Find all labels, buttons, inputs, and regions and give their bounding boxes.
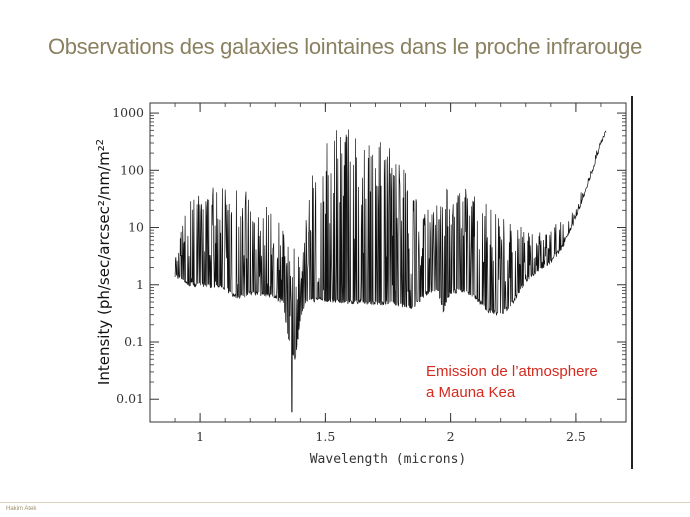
y-axis-label: Intensity (ph/sec/arcsec²/nm/m²2: [95, 139, 113, 385]
annotation-line-1: Emission de l’atmosphere: [426, 363, 598, 380]
vertical-rule: [631, 96, 633, 469]
y-tick-label: 0.1: [124, 334, 144, 349]
y-tick-label: 100: [120, 162, 144, 177]
x-tick-label: 2: [447, 429, 455, 444]
footer-author: Hakim Atek: [6, 506, 37, 512]
y-axis-ticks: 0.01 0.1 1 10 100 1000: [112, 105, 626, 406]
footer-rule: [0, 502, 690, 503]
x-axis-ticks: 1 1.5 2 2.5: [174, 103, 602, 444]
slide-title: Observations des galaxies lointaines dan…: [47, 34, 643, 59]
spectrum-layer: [174, 129, 607, 413]
x-tick-label: 1: [196, 429, 204, 444]
y-tick-label: 1: [136, 277, 144, 292]
y-tick-label: 0.01: [116, 391, 144, 406]
plot-frame: [149, 102, 627, 423]
x-axis-label: Wavelength (microns): [310, 452, 467, 467]
annotation-line-2: a Mauna Kea: [426, 384, 516, 401]
y-axis-label-exponent: 2: [95, 139, 106, 145]
y-tick-label: 10: [128, 220, 144, 235]
x-tick-label: 2.5: [566, 429, 586, 444]
x-tick-label: 1.5: [315, 429, 335, 444]
spectrum-line: [174, 129, 607, 413]
y-tick-label: 1000: [112, 105, 144, 120]
